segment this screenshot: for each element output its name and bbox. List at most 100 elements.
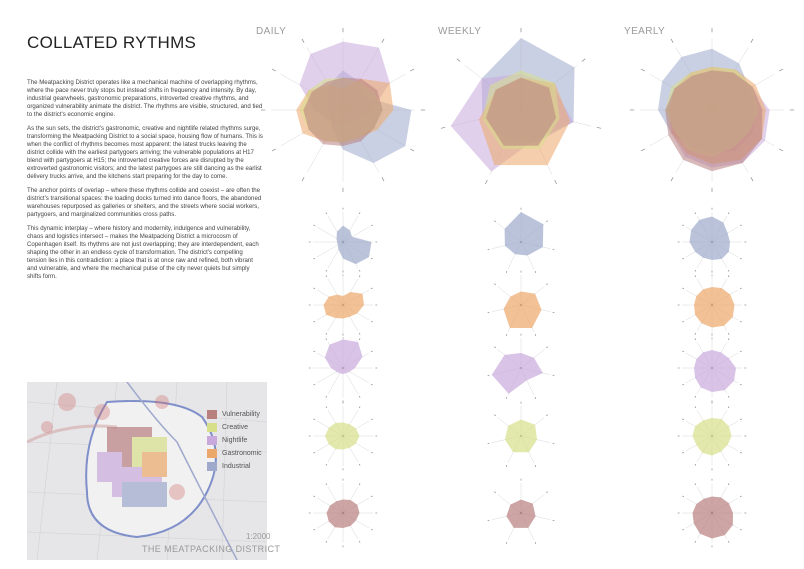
legend-swatch [207,449,217,458]
small-radar-weekly-industrial-tick [494,220,496,223]
radar-yearly-tick [640,68,645,72]
small-radar-yearly-gastronomic-area [694,287,735,328]
radar-daily-tick [271,148,276,152]
small-radar-yearly-vulnerability-tick [739,495,742,498]
small-radar-yearly-nightlife-tick [694,395,697,398]
small-radar-weekly-nightlife-tick [534,397,537,399]
small-radar-yearly-vulnerability-tick [727,540,730,543]
radar-weekly-tick [554,179,557,185]
small-radar-daily-gastronomic-tick [358,275,361,278]
legend-swatch [207,436,217,445]
small-radar-weekly-vulnerability-area [506,499,536,528]
radar-weekly-tick [456,58,461,62]
small-radar-daily-gastronomic-tick [325,332,328,335]
small-radar-yearly-gastronomic-tick [682,287,685,290]
small-radar-weekly-creative-tick [546,414,548,417]
small-radar-yearly-vulnerability-tick [739,528,742,531]
small-radar-daily-industrial-tick [370,257,373,260]
legend-item-gastronomic: Gastronomic [207,447,262,460]
small-radar-weekly-creative-tick [494,414,496,417]
legend-swatch [207,423,217,432]
small-radar-yearly-gastronomic-tick [694,275,697,278]
small-radar-yearly-industrial-tick [727,212,730,215]
small-radar-yearly-vulnerability-area [692,496,733,539]
small-radar-yearly-gastronomic-tick [727,275,730,278]
small-radar-yearly-nightlife-tick [727,338,730,341]
small-radar-weekly-nightlife-tick [505,397,508,399]
map-name: THE MEATPACKING DISTRICT [142,544,281,554]
small-radar-weekly-gastronomic-tick [494,283,496,286]
small-radar-yearly-gastronomic-tick [739,287,742,290]
small-radar-yearly-creative-tick [739,418,742,421]
radar-daily-tick [301,177,305,182]
small-radar-yearly-creative-tick [682,418,685,421]
small-radar-yearly-nightlife-area [694,350,736,392]
small-radar-weekly-vulnerability-tick [546,491,548,494]
radar-daily-tick [410,148,415,152]
small-radar-weekly-gastronomic-tick [534,334,537,336]
radar-yearly-tick [779,68,784,72]
small-radar-daily-vulnerability-tick [370,495,373,498]
small-radar-daily-gastronomic-tick [370,287,373,290]
small-radar-yearly-nightlife-tick [739,383,742,386]
radar-yearly-tick [779,148,784,152]
radar-daily-tick [410,68,415,72]
map-legend: Vulnerability Creative Nightlife Gastron… [207,408,262,473]
small-radar-yearly-vulnerability-tick [682,528,685,531]
small-radar-yearly-industrial-tick [727,269,730,272]
small-radar-yearly-vulnerability-tick [682,495,685,498]
small-radar-yearly-industrial-area [689,216,730,260]
small-radar-daily-vulnerability-area [326,499,360,528]
small-radar-daily-creative-tick [370,451,373,454]
legend-label: Industrial [222,463,251,470]
small-radar-daily-nightlife-tick [325,338,328,341]
small-radar-yearly-vulnerability-tick [694,540,697,543]
small-radar-daily-creative-tick [325,406,328,409]
legend-item-industrial: Industrial [207,460,262,473]
small-radar-weekly-gastronomic-tick [546,283,548,286]
radar-daily-vulnerability-area [303,77,383,146]
paragraph-1: The Meatpacking District operates like a… [27,79,263,118]
small-radar-daily-creative-tick [313,451,316,454]
small-radar-daily-nightlife-area [324,339,363,374]
paragraph-4: This dynamic interplay – where history a… [27,225,259,280]
small-radar-yearly-gastronomic-tick [694,332,697,335]
small-radar-daily-creative-area [325,422,360,450]
small-radar-yearly-gastronomic-tick [739,320,742,323]
radar-yearly-tick [640,148,645,152]
small-radar-yearly-creative-tick [727,463,730,466]
small-radar-daily-industrial-tick [313,224,316,227]
small-radar-yearly-creative-tick [739,451,742,454]
body-text: The Meatpacking District operates like a… [27,79,263,287]
small-radar-weekly-vulnerability-tick [505,542,508,544]
radar-weekly-tick [440,126,446,129]
radar-daily-tick [381,177,385,182]
radar-yearly-tick [750,38,754,43]
small-radar-daily-industrial-tick [313,257,316,260]
small-radar-weekly-vulnerability-tick [534,542,537,544]
legend-item-vulnerability: Vulnerability [207,408,262,421]
radar-daily-tick [271,68,276,72]
legend-label: Gastronomic [222,450,262,457]
small-radar-daily-gastronomic-tick [325,275,328,278]
small-radar-weekly-industrial-tick [534,271,537,273]
column-heading-yearly: YEARLY [624,26,666,37]
legend-label: Creative [222,424,249,431]
small-radar-daily-gastronomic-tick [313,320,316,323]
radar-yearly-tick [750,177,754,182]
small-radar-yearly-industrial-tick [682,224,685,227]
small-radar-daily-vulnerability-tick [313,528,316,531]
legend-swatch [207,462,217,471]
small-radar-daily-nightlife-tick [370,350,373,353]
small-radar-daily-creative-tick [325,463,328,466]
small-radar-daily-gastronomic-area [323,292,364,319]
small-radar-daily-creative-tick [358,406,361,409]
small-radar-daily-vulnerability-tick [370,528,373,531]
small-radar-daily-gastronomic-tick [313,287,316,290]
small-radar-yearly-creative-area [692,418,732,456]
small-radar-daily-creative-tick [358,463,361,466]
paragraph-3: The anchor points of overlap – where the… [27,187,262,218]
map-scale: 1:2000 [246,532,271,541]
small-radar-yearly-creative-tick [694,463,697,466]
